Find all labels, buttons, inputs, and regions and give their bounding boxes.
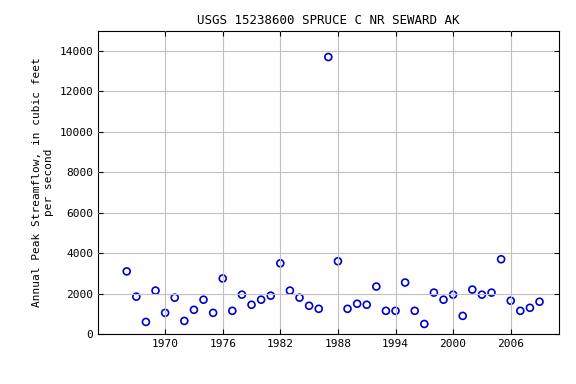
Point bbox=[535, 299, 544, 305]
Point bbox=[439, 296, 448, 303]
Point bbox=[132, 294, 141, 300]
Y-axis label: Annual Peak Streamflow, in cubic feet
per second: Annual Peak Streamflow, in cubic feet pe… bbox=[32, 58, 54, 307]
Title: USGS 15238600 SPRUCE C NR SEWARD AK: USGS 15238600 SPRUCE C NR SEWARD AK bbox=[197, 14, 460, 27]
Point bbox=[391, 308, 400, 314]
Point bbox=[506, 298, 516, 304]
Point bbox=[180, 318, 189, 324]
Point bbox=[429, 290, 438, 296]
Point bbox=[247, 302, 256, 308]
Point bbox=[525, 305, 535, 311]
Point bbox=[228, 308, 237, 314]
Point bbox=[468, 286, 477, 293]
Point bbox=[122, 268, 131, 275]
Point bbox=[410, 308, 419, 314]
Point bbox=[324, 54, 333, 60]
Point bbox=[256, 296, 266, 303]
Point bbox=[343, 306, 352, 312]
Point bbox=[266, 293, 275, 299]
Point bbox=[420, 321, 429, 327]
Point bbox=[381, 308, 391, 314]
Point bbox=[285, 288, 294, 294]
Point bbox=[449, 291, 458, 298]
Point bbox=[487, 290, 496, 296]
Point bbox=[209, 310, 218, 316]
Point bbox=[516, 308, 525, 314]
Point bbox=[237, 291, 247, 298]
Point bbox=[190, 307, 199, 313]
Point bbox=[314, 306, 323, 312]
Point bbox=[199, 296, 208, 303]
Point bbox=[497, 256, 506, 262]
Point bbox=[372, 283, 381, 290]
Point bbox=[151, 288, 160, 294]
Point bbox=[276, 260, 285, 266]
Point bbox=[334, 258, 343, 264]
Point bbox=[305, 303, 314, 309]
Point bbox=[362, 302, 372, 308]
Point bbox=[141, 319, 150, 325]
Point bbox=[478, 291, 487, 298]
Point bbox=[218, 275, 228, 281]
Point bbox=[161, 310, 170, 316]
Point bbox=[400, 280, 410, 286]
Point bbox=[295, 295, 304, 301]
Point bbox=[458, 313, 467, 319]
Point bbox=[353, 301, 362, 307]
Point bbox=[170, 295, 179, 301]
